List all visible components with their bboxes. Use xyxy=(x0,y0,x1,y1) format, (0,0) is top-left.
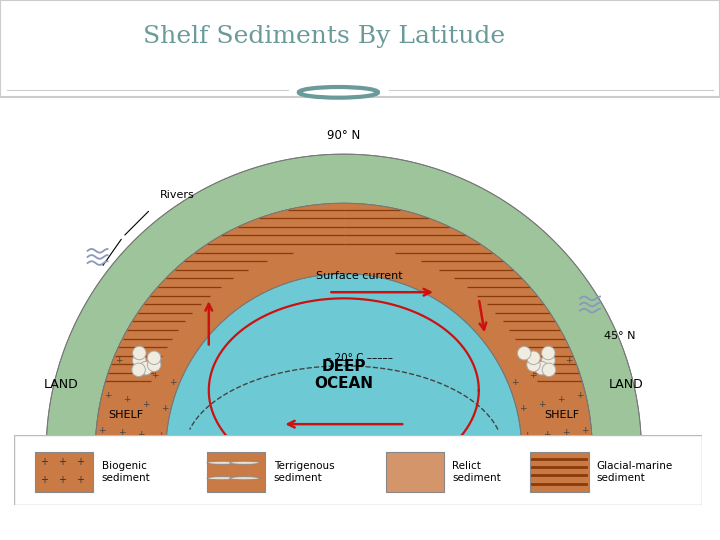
Text: Rivers: Rivers xyxy=(160,190,194,200)
Text: +: + xyxy=(138,429,145,438)
Text: Surface current: Surface current xyxy=(316,272,402,281)
Text: +: + xyxy=(523,431,531,440)
Circle shape xyxy=(132,363,145,376)
Text: +: + xyxy=(40,475,48,485)
Text: +: + xyxy=(538,400,546,409)
Text: SHELF: SHELF xyxy=(109,410,143,420)
Circle shape xyxy=(527,351,540,364)
Bar xyxy=(35,451,94,492)
Text: Biogenic
sediment: Biogenic sediment xyxy=(102,461,150,483)
Circle shape xyxy=(148,351,161,364)
Circle shape xyxy=(518,347,531,360)
Text: LAND: LAND xyxy=(608,378,644,391)
Circle shape xyxy=(542,363,556,376)
Text: +: + xyxy=(562,428,570,437)
Circle shape xyxy=(541,354,555,367)
Text: +: + xyxy=(528,371,536,380)
Circle shape xyxy=(207,461,237,464)
Text: +: + xyxy=(99,426,106,435)
Circle shape xyxy=(207,477,237,480)
Text: +: + xyxy=(157,431,164,440)
Circle shape xyxy=(139,361,153,375)
Text: +: + xyxy=(543,429,550,438)
Text: Terrigenous
sediment: Terrigenous sediment xyxy=(274,461,334,483)
Text: +: + xyxy=(564,356,572,366)
Bar xyxy=(530,451,588,492)
Text: Shelf Sediments By Latitude: Shelf Sediments By Latitude xyxy=(143,25,505,49)
Circle shape xyxy=(535,361,549,375)
Text: +: + xyxy=(519,404,526,413)
Text: +: + xyxy=(58,457,66,467)
Text: +: + xyxy=(115,356,123,366)
Text: 0: 0 xyxy=(53,436,59,446)
Text: +: + xyxy=(557,395,564,404)
Circle shape xyxy=(132,354,146,367)
Text: +: + xyxy=(40,457,48,467)
Text: +: + xyxy=(546,364,554,373)
Bar xyxy=(386,451,444,492)
Text: 45° N: 45° N xyxy=(603,332,635,341)
Text: +: + xyxy=(76,475,84,485)
Bar xyxy=(207,451,266,492)
Text: +: + xyxy=(510,379,518,387)
Text: +: + xyxy=(576,390,583,400)
Text: +: + xyxy=(151,371,159,380)
Text: +: + xyxy=(169,379,177,387)
Circle shape xyxy=(527,358,540,372)
Text: +: + xyxy=(123,395,131,404)
Polygon shape xyxy=(166,274,522,452)
Text: SHELF: SHELF xyxy=(544,410,579,420)
Circle shape xyxy=(230,477,260,480)
Text: +: + xyxy=(142,400,150,409)
Text: +: + xyxy=(58,475,66,485)
Text: +: + xyxy=(582,426,589,435)
Text: +: + xyxy=(161,404,168,413)
Text: +: + xyxy=(133,364,141,373)
Polygon shape xyxy=(95,203,593,452)
Polygon shape xyxy=(110,203,577,381)
Polygon shape xyxy=(46,154,642,452)
Text: DEEP
OCEAN: DEEP OCEAN xyxy=(315,359,373,392)
Text: +: + xyxy=(118,428,125,437)
Text: +: + xyxy=(76,457,84,467)
Circle shape xyxy=(541,346,555,360)
Circle shape xyxy=(230,461,260,464)
Text: +: + xyxy=(104,390,112,400)
Circle shape xyxy=(132,346,146,360)
Text: Relict
sediment: Relict sediment xyxy=(452,461,501,483)
Text: 90° N: 90° N xyxy=(327,129,361,142)
Text: – 20° C –––––: – 20° C ––––– xyxy=(325,353,392,363)
Text: LAND: LAND xyxy=(44,378,79,391)
Circle shape xyxy=(148,358,161,372)
Text: Glacial-marine
sediment: Glacial-marine sediment xyxy=(597,461,673,483)
